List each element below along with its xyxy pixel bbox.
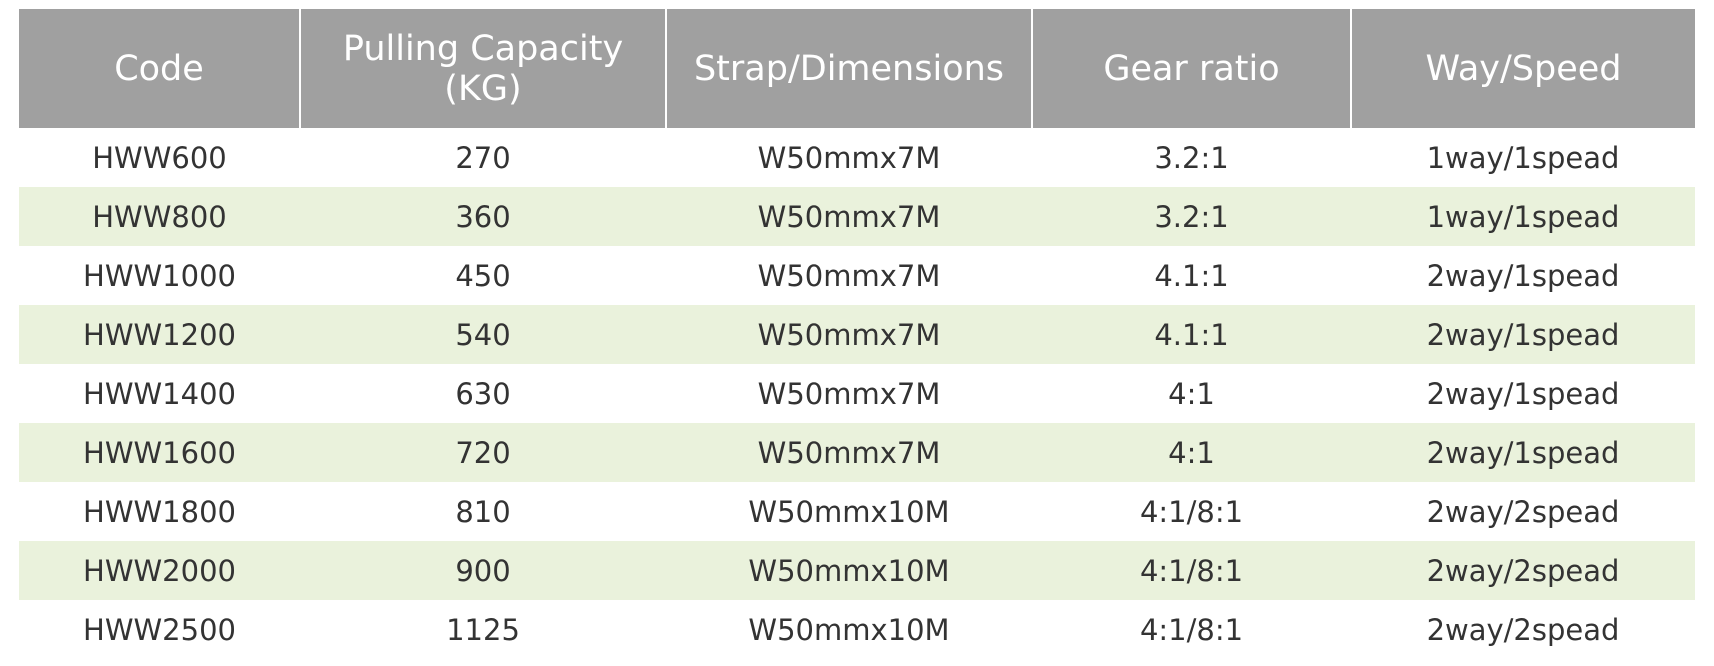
table-cell: 720	[300, 423, 666, 482]
table-cell: 2way/1spead	[1351, 305, 1695, 364]
table-row: HWW1800 810 W50mmx10M 4:1/8:1 2way/2spead	[19, 482, 1695, 541]
table-cell: HWW1200	[19, 305, 300, 364]
table-cell: 2way/1spead	[1426, 258, 1620, 293]
header-cell: Way/Speed	[1350, 9, 1695, 128]
table-cell: 450	[455, 258, 511, 293]
table-cell: W50mmx7M	[757, 376, 941, 411]
table-cell: 360	[300, 187, 666, 246]
table-cell: 1way/1spead	[1426, 140, 1620, 175]
table-body: HWW600 270 W50mmx7M 3.2:1 1way/1spead HWW800 3…	[19, 128, 1695, 659]
table-cell: HWW2500	[83, 612, 236, 647]
table-cell: 4.1:1	[1032, 305, 1351, 364]
table-cell: W50mmx7M	[757, 258, 941, 293]
spec-table-wrap: Code Pulling Capacity (KG) Strap/Dimension…	[19, 9, 1695, 659]
table-cell: 2way/1spead	[1426, 376, 1620, 411]
table-cell: HWW600	[92, 140, 227, 175]
table-cell: 4:1/8:1	[1032, 541, 1351, 600]
table-cell: 4:1/8:1	[1139, 612, 1244, 647]
table-row: HWW2000 900 W50mmx10M 4:1/8:1 2way/2spead	[19, 541, 1695, 600]
table-cell: HWW2000	[19, 541, 300, 600]
table-cell: 3.2:1	[1032, 187, 1351, 246]
table-cell: HWW1000	[83, 258, 236, 293]
table-row: HWW1600 720 W50mmx7M 4:1 2way/1spead	[19, 423, 1695, 482]
table-head: Code Pulling Capacity (KG) Strap/Dimension…	[19, 9, 1695, 128]
header-cell: Strap/Dimensions	[665, 9, 1032, 128]
table-cell: W50mmx7M	[666, 187, 1032, 246]
table-cell: W50mmx7M	[757, 140, 941, 175]
table-cell: W50mmx10M	[666, 541, 1032, 600]
table-cell: 1way/1spead	[1351, 187, 1695, 246]
table-cell: W50mmx10M	[748, 494, 950, 529]
table-cell: 4:1	[1032, 423, 1351, 482]
table-cell: HWW1800	[83, 494, 236, 529]
table-cell: W50mmx10M	[748, 612, 950, 647]
table-cell: W50mmx7M	[666, 423, 1032, 482]
table-cell: 2way/1spead	[1351, 423, 1695, 482]
table-cell: 4:1	[1168, 376, 1215, 411]
table-cell: 2way/2spead	[1426, 612, 1620, 647]
table-row: HWW800 360 W50mmx7M 3.2:1 1way/1spead	[19, 187, 1695, 246]
table-cell: 630	[455, 376, 511, 411]
table-cell: 4.1:1	[1154, 258, 1229, 293]
header-cell: Code	[19, 9, 300, 128]
header-cell: Pulling Capacity (KG)	[299, 9, 666, 128]
table-cell: 270	[455, 140, 511, 175]
table-row: HWW1000 450 W50mmx7M 4.1:1 2way/1spead	[19, 246, 1695, 305]
table-cell: 3.2:1	[1154, 140, 1229, 175]
table-cell: 2way/2spead	[1426, 494, 1620, 529]
table-cell: 4:1/8:1	[1139, 494, 1244, 529]
table-cell: 900	[300, 541, 666, 600]
table-row: HWW600 270 W50mmx7M 3.2:1 1way/1spead	[19, 128, 1695, 187]
spec-table: Code Pulling Capacity (KG) Strap/Dimension…	[19, 9, 1695, 659]
table-cell: HWW1400	[83, 376, 236, 411]
table-row: HWW1400 630 W50mmx7M 4:1 2way/1spead	[19, 364, 1695, 423]
table-row: HWW2500 1125 W50mmx10M 4:1/8:1 2way/2spead	[19, 600, 1695, 659]
table-cell: HWW800	[19, 187, 300, 246]
header-cell: Gear ratio	[1031, 9, 1351, 128]
table-row: HWW1200 540 W50mmx7M 4.1:1 2way/1spead	[19, 305, 1695, 364]
table-cell: 2way/2spead	[1351, 541, 1695, 600]
table-cell: HWW1600	[19, 423, 300, 482]
table-cell: W50mmx7M	[666, 305, 1032, 364]
table-cell: 810	[455, 494, 511, 529]
header-row: Code Pulling Capacity (KG) Strap/Dimension…	[19, 9, 1695, 128]
table-cell: 1125	[446, 612, 520, 647]
table-cell: 540	[300, 305, 666, 364]
